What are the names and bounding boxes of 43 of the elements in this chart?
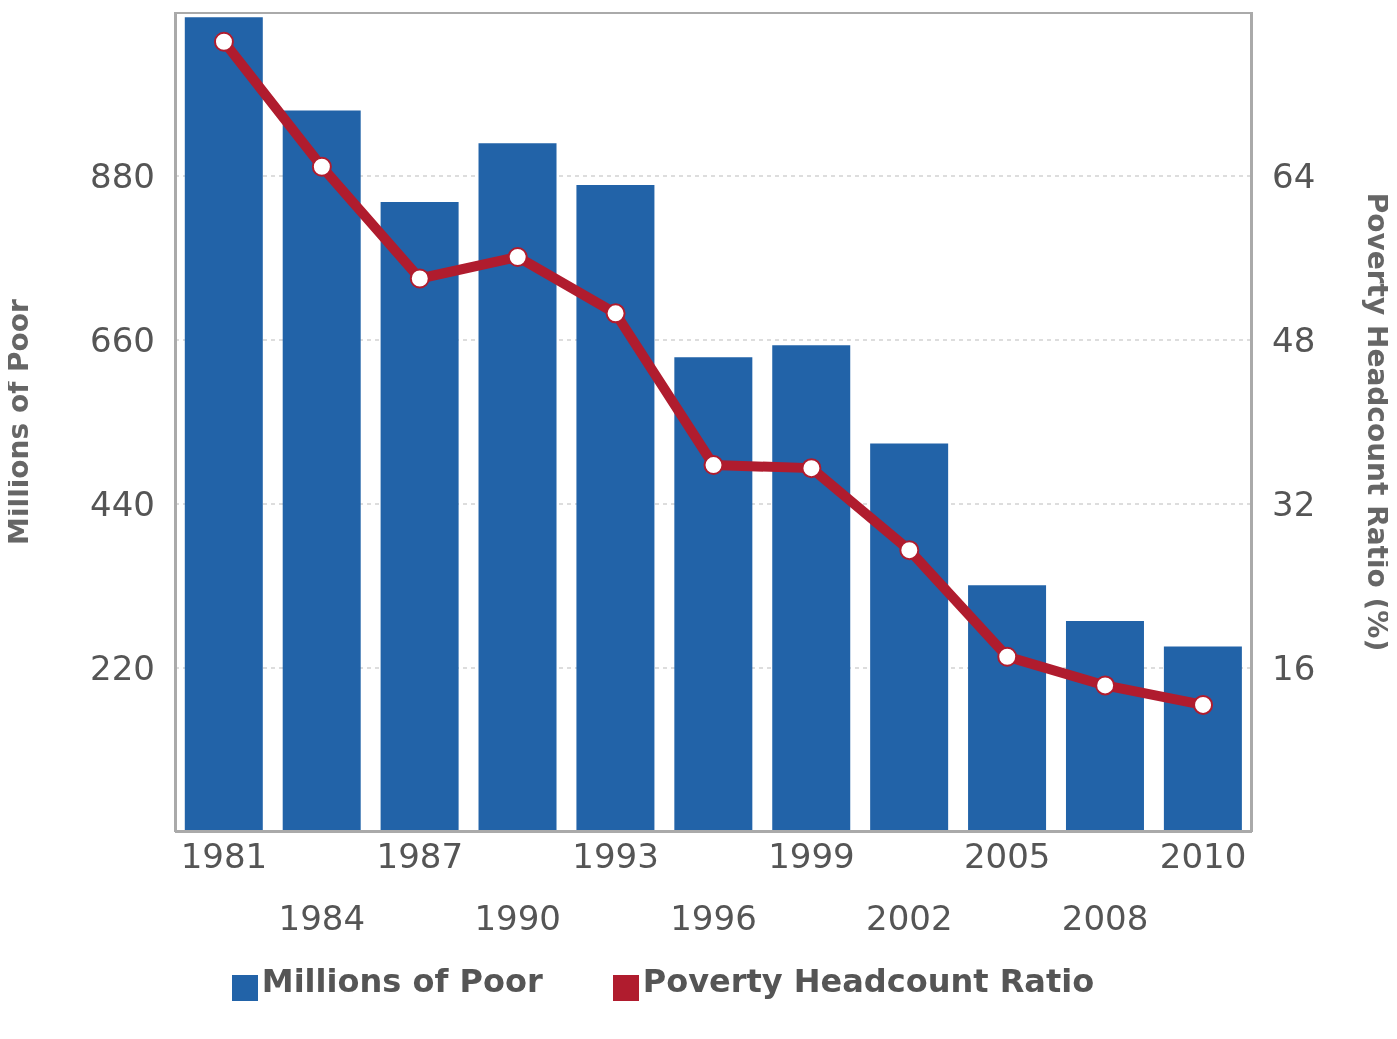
point <box>1095 675 1116 696</box>
bar <box>576 184 655 832</box>
x-tick-label: 1987 <box>376 836 464 876</box>
x-tick-label: 1990 <box>474 898 561 938</box>
point <box>311 156 332 177</box>
x-tick-label: 2002 <box>866 898 953 938</box>
point <box>703 455 724 476</box>
x-tick-label: 1996 <box>670 898 757 938</box>
y2-tick-label: 64 <box>1272 156 1316 197</box>
point <box>409 268 430 289</box>
point <box>507 246 528 267</box>
x-tick-label: 1993 <box>572 836 659 876</box>
bar <box>772 345 851 832</box>
y2-tick-label: 48 <box>1272 320 1316 361</box>
bar <box>1065 621 1144 832</box>
point <box>1193 694 1214 715</box>
x-tick-label: 1984 <box>278 898 366 938</box>
point <box>213 31 234 52</box>
y-tick-label: 880 <box>90 156 155 197</box>
x-tick-label: 1999 <box>768 836 855 876</box>
legend-label: Millions of Poor <box>261 962 543 1000</box>
point <box>605 303 626 324</box>
y-tick-label: 440 <box>90 484 155 525</box>
bar <box>968 585 1047 832</box>
bar <box>282 110 361 832</box>
y-tick-label: 660 <box>90 320 155 361</box>
point <box>899 540 920 561</box>
legend-label: Poverty Headcount Ratio <box>642 962 1095 1000</box>
y2-tick-label: 32 <box>1272 484 1316 525</box>
bar <box>380 202 459 832</box>
x-tick-label: 1981 <box>180 836 268 876</box>
bar <box>870 443 949 832</box>
bar <box>478 143 557 832</box>
x-tick-label: 2008 <box>1061 898 1149 938</box>
y-tick-label: 220 <box>90 648 155 689</box>
bar <box>1163 646 1242 832</box>
bar <box>674 357 753 832</box>
x-tick-label: 2010 <box>1159 836 1247 876</box>
point <box>997 646 1018 667</box>
bar <box>184 17 263 832</box>
x-tick-label: 2005 <box>963 836 1051 876</box>
y2-tick-label: 16 <box>1272 648 1316 689</box>
point <box>801 458 822 479</box>
